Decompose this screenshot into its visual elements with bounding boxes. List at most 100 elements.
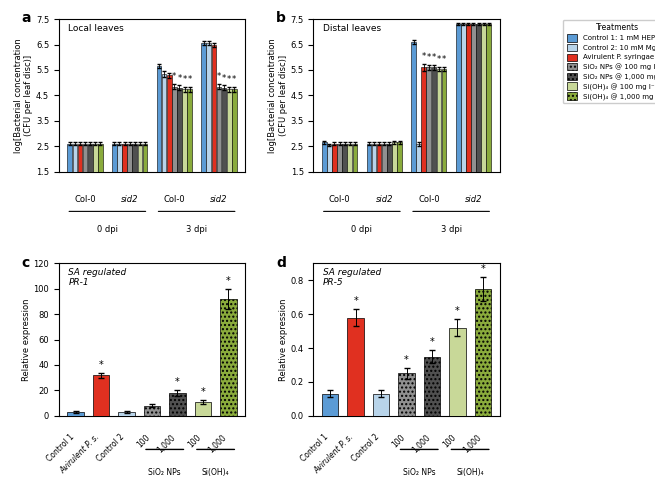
Text: *: * [353, 296, 358, 306]
Bar [432, 67, 436, 210]
Text: sid2: sid2 [210, 195, 228, 204]
Text: *: * [481, 264, 485, 274]
Text: *: * [432, 54, 436, 62]
Bar [83, 144, 87, 210]
Text: sid2: sid2 [121, 195, 138, 204]
Bar [67, 412, 84, 416]
Bar [343, 144, 347, 210]
Bar [143, 144, 147, 210]
Bar [466, 24, 471, 210]
Bar [212, 44, 216, 210]
Text: Distal leaves: Distal leaves [323, 24, 381, 33]
Bar [322, 142, 327, 210]
Bar [441, 69, 447, 210]
Text: *: * [187, 75, 192, 84]
Bar [217, 87, 221, 210]
Bar [426, 67, 431, 210]
Text: Col-0: Col-0 [74, 195, 96, 204]
Bar [143, 406, 160, 416]
Text: Si(OH)₄
(mg l⁻¹): Si(OH)₄ (mg l⁻¹) [455, 468, 485, 478]
Text: *: * [175, 377, 180, 387]
Text: *: * [217, 73, 221, 81]
Y-axis label: Relative expression: Relative expression [22, 298, 31, 381]
Bar [332, 144, 337, 210]
Bar [461, 24, 466, 210]
Bar [371, 144, 377, 210]
Bar [122, 144, 127, 210]
Text: 3 dpi: 3 dpi [441, 225, 462, 234]
Bar [88, 144, 92, 210]
Bar [93, 375, 109, 416]
Bar [481, 24, 486, 210]
Bar [67, 144, 72, 210]
Text: SA regulated
PR-1: SA regulated PR-1 [68, 268, 126, 287]
Text: 3 dpi: 3 dpi [186, 225, 207, 234]
Bar [347, 144, 352, 210]
Text: *: * [172, 73, 176, 81]
Text: *: * [227, 75, 231, 84]
Bar [195, 402, 211, 416]
Bar [424, 357, 440, 416]
Bar [392, 142, 397, 210]
Bar [93, 144, 98, 210]
Bar [132, 144, 137, 210]
Bar [138, 144, 142, 210]
Bar [337, 144, 342, 210]
Bar [411, 42, 416, 210]
Text: Si(OH)₄
(mg l⁻¹): Si(OH)₄ (mg l⁻¹) [200, 468, 231, 478]
Text: *: * [232, 75, 236, 84]
Text: 0 dpi: 0 dpi [351, 225, 373, 234]
Bar [421, 67, 426, 210]
Bar [162, 74, 166, 210]
Bar [456, 24, 460, 210]
Bar [322, 394, 339, 416]
Bar [77, 144, 83, 210]
Y-axis label: Relative expression: Relative expression [279, 298, 288, 381]
Text: *: * [404, 355, 409, 365]
Bar [398, 373, 415, 416]
Bar [187, 89, 192, 210]
Bar [201, 43, 206, 210]
Bar [449, 328, 466, 416]
Bar [167, 75, 172, 210]
Bar [471, 24, 476, 210]
Text: *: * [426, 54, 431, 62]
Bar [221, 88, 227, 210]
Bar [387, 144, 392, 210]
Bar [220, 299, 236, 416]
Bar [127, 144, 132, 210]
Text: *: * [222, 74, 226, 83]
Text: b: b [276, 11, 286, 25]
Bar [476, 24, 481, 210]
Bar [172, 87, 177, 210]
Text: *: * [437, 55, 441, 64]
Bar [475, 289, 491, 416]
Bar [327, 145, 331, 210]
Y-axis label: log[Bacterial concentration
(CFU per leaf disc)]: log[Bacterial concentration (CFU per lea… [269, 38, 288, 153]
Text: *: * [430, 337, 434, 347]
Bar [157, 66, 161, 210]
Bar [367, 144, 371, 210]
Bar [352, 144, 357, 210]
Text: sid2: sid2 [375, 195, 393, 204]
Text: *: * [200, 387, 205, 397]
Text: Col-0: Col-0 [329, 195, 350, 204]
Bar [206, 43, 211, 210]
Text: *: * [422, 52, 426, 61]
Text: 0 dpi: 0 dpi [97, 225, 118, 234]
Text: Local leaves: Local leaves [68, 24, 124, 33]
Text: d: d [276, 256, 286, 270]
Bar [417, 144, 421, 210]
Bar [73, 144, 77, 210]
Text: *: * [226, 276, 231, 286]
Text: c: c [22, 256, 30, 270]
Text: *: * [455, 306, 460, 316]
Bar [377, 144, 381, 210]
Bar [437, 69, 441, 210]
Bar [373, 394, 389, 416]
Bar [382, 144, 386, 210]
Text: SiO₂ NPs
(mg l⁻¹): SiO₂ NPs (mg l⁻¹) [403, 468, 436, 478]
Text: *: * [182, 75, 187, 84]
Text: a: a [22, 11, 31, 25]
Bar [227, 89, 231, 210]
